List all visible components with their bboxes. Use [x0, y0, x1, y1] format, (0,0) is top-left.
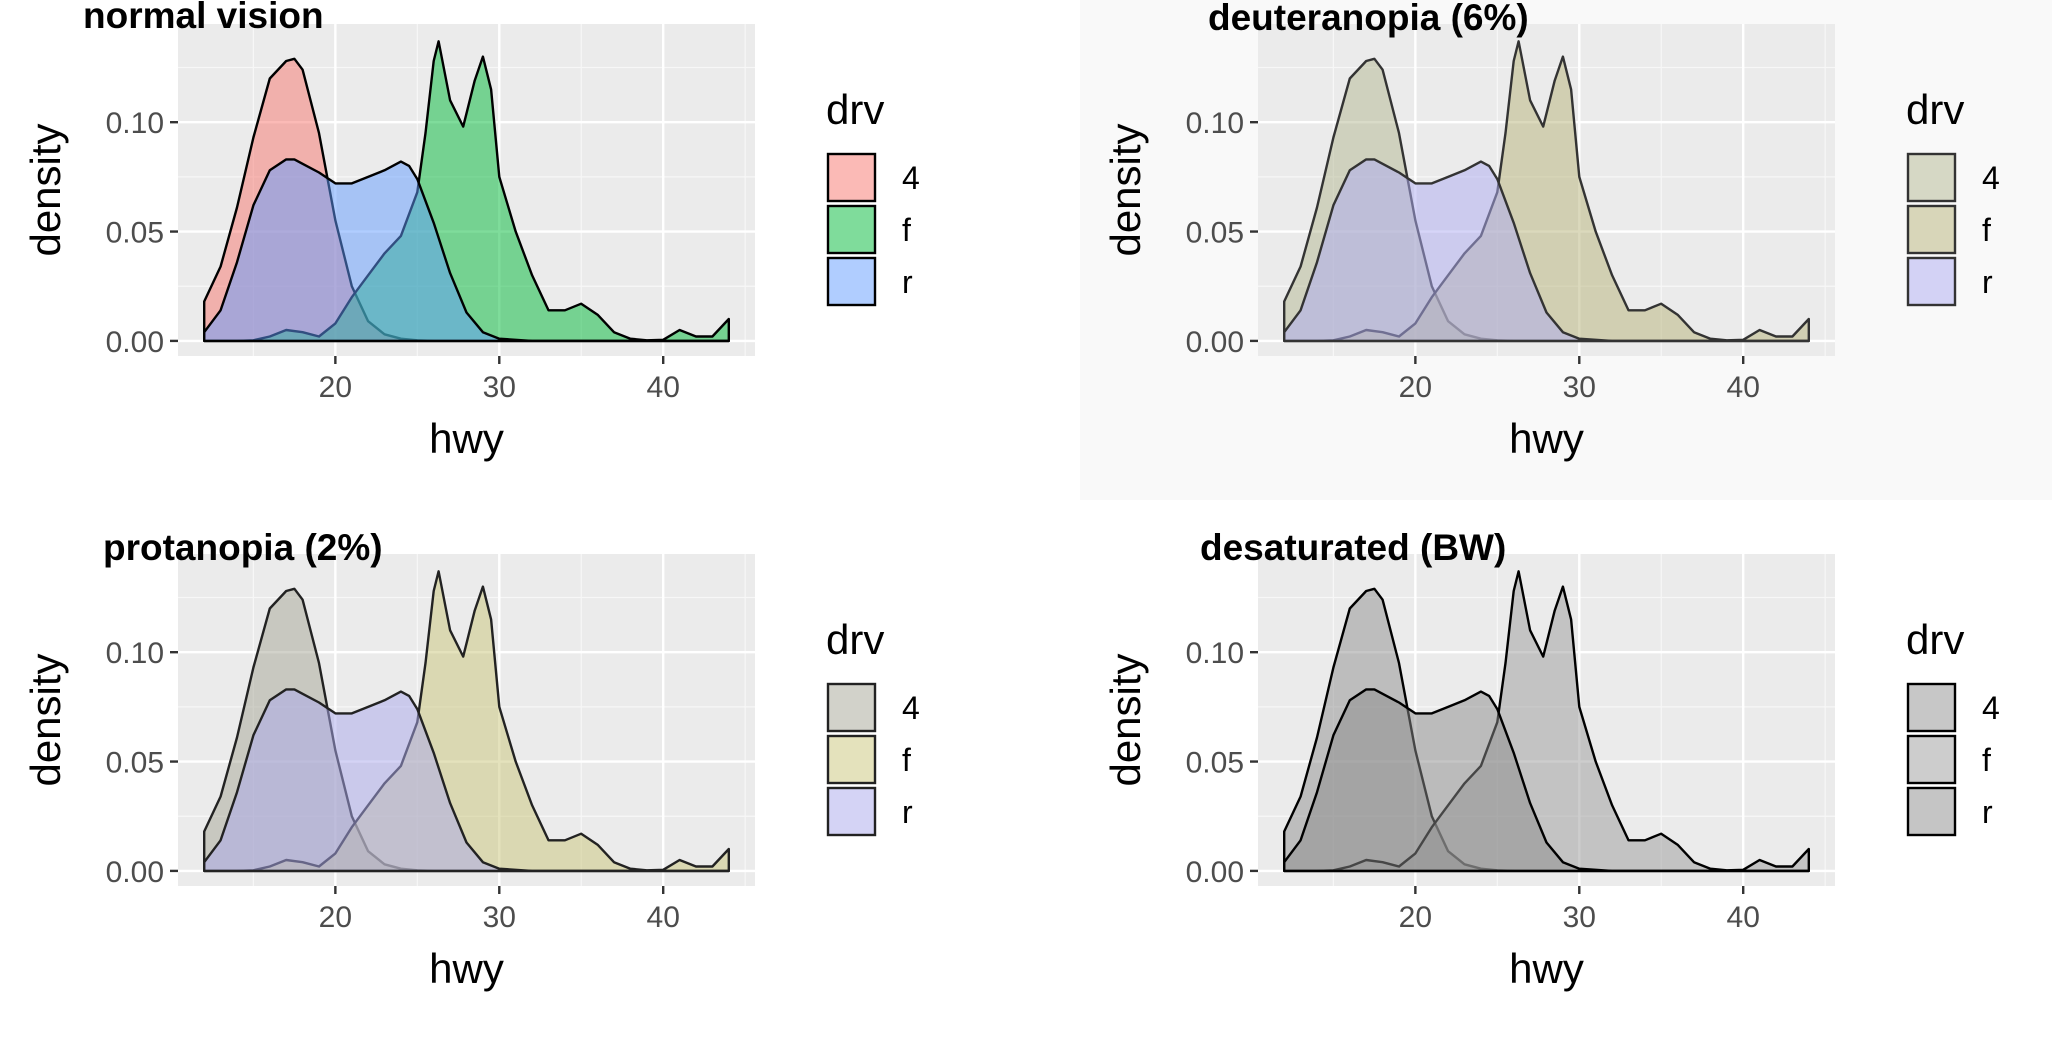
- legend-key-4: [1906, 682, 1957, 733]
- density-area-r: [203, 158, 730, 343]
- y-axis-title: density: [1102, 653, 1149, 786]
- panel-title: desaturated (BW): [1200, 527, 1506, 568]
- legend-label: f: [902, 742, 911, 778]
- legend-key-r: [1906, 786, 1957, 837]
- legend-title: drv: [1906, 616, 1964, 663]
- x-axis-title: hwy: [429, 415, 504, 462]
- density-area-r: [203, 688, 730, 873]
- legend-label: 4: [1982, 160, 2000, 196]
- y-tick-label: 0.05: [106, 747, 164, 780]
- x-tick-label: 30: [483, 901, 516, 934]
- density-area-r: [1283, 688, 1810, 873]
- legend-key-r: [1906, 256, 1957, 307]
- legend-label: 4: [1982, 690, 2000, 726]
- x-axis-title: hwy: [1509, 945, 1584, 992]
- legend-label: r: [1982, 264, 1993, 300]
- x-tick-label: 40: [1727, 371, 1760, 404]
- x-tick-label: 40: [647, 371, 680, 404]
- legend-key-4: [1906, 152, 1957, 203]
- x-tick-label: 20: [1399, 901, 1432, 934]
- panel-title: deuteranopia (6%): [1208, 0, 1529, 38]
- chart-panel: 0.00 0.05 0.10 20 30 40 hwy density protanopia (…: [0, 527, 1080, 1038]
- legend-label: f: [902, 212, 911, 248]
- legend-label: r: [902, 264, 913, 300]
- y-axis-title: density: [22, 123, 69, 256]
- legend-key-4: [826, 682, 877, 733]
- y-tick-label: 0.10: [1186, 637, 1244, 670]
- legend-label: f: [1982, 742, 1991, 778]
- legend-label: f: [1982, 212, 1991, 248]
- x-tick-label: 40: [1727, 901, 1760, 934]
- legend-title: drv: [1906, 86, 1964, 133]
- y-tick-label: 0.00: [106, 856, 164, 889]
- y-tick-label: 0.10: [106, 637, 164, 670]
- legend-key-4: [826, 152, 877, 203]
- x-tick-label: 30: [1563, 371, 1596, 404]
- chart-panel: 0.00 0.05 0.10 20 30 40 hwy density desaturated …: [1080, 527, 2052, 1038]
- y-tick-label: 0.10: [106, 107, 164, 140]
- y-tick-label: 0.05: [106, 217, 164, 250]
- density-area-r: [1283, 158, 1810, 343]
- x-tick-label: 20: [1399, 371, 1432, 404]
- y-tick-label: 0.10: [1186, 107, 1244, 140]
- legend-label: 4: [902, 690, 920, 726]
- legend-title: drv: [826, 616, 884, 663]
- x-tick-label: 20: [319, 371, 352, 404]
- legend-key-f: [1906, 204, 1957, 255]
- legend-key-r: [826, 256, 877, 307]
- y-axis-title: density: [22, 653, 69, 786]
- legend-key-r: [826, 786, 877, 837]
- y-tick-label: 0.00: [1186, 856, 1244, 889]
- x-axis-title: hwy: [429, 945, 504, 992]
- legend-key-f: [1906, 734, 1957, 785]
- legend-key-f: [826, 204, 877, 255]
- x-tick-label: 20: [319, 901, 352, 934]
- legend-label: 4: [902, 160, 920, 196]
- legend-title: drv: [826, 86, 884, 133]
- chart-panel: 0.00 0.05 0.10 20 30 40 hwy density normal visio…: [0, 0, 1080, 530]
- y-tick-label: 0.05: [1186, 217, 1244, 250]
- panel-title: normal vision: [83, 0, 324, 36]
- x-tick-label: 40: [647, 901, 680, 934]
- x-tick-label: 30: [1563, 901, 1596, 934]
- y-tick-label: 0.00: [1186, 326, 1244, 359]
- panel-title: protanopia (2%): [103, 527, 383, 568]
- y-tick-label: 0.00: [106, 326, 164, 359]
- x-axis-title: hwy: [1509, 415, 1584, 462]
- chart-panel: 0.00 0.05 0.10 20 30 40 hwy density deuteranopia…: [1080, 0, 2052, 500]
- legend-label: r: [1982, 794, 1993, 830]
- legend-label: r: [902, 794, 913, 830]
- legend-key-f: [826, 734, 877, 785]
- y-axis-title: density: [1102, 123, 1149, 256]
- y-tick-label: 0.05: [1186, 747, 1244, 780]
- x-tick-label: 30: [483, 371, 516, 404]
